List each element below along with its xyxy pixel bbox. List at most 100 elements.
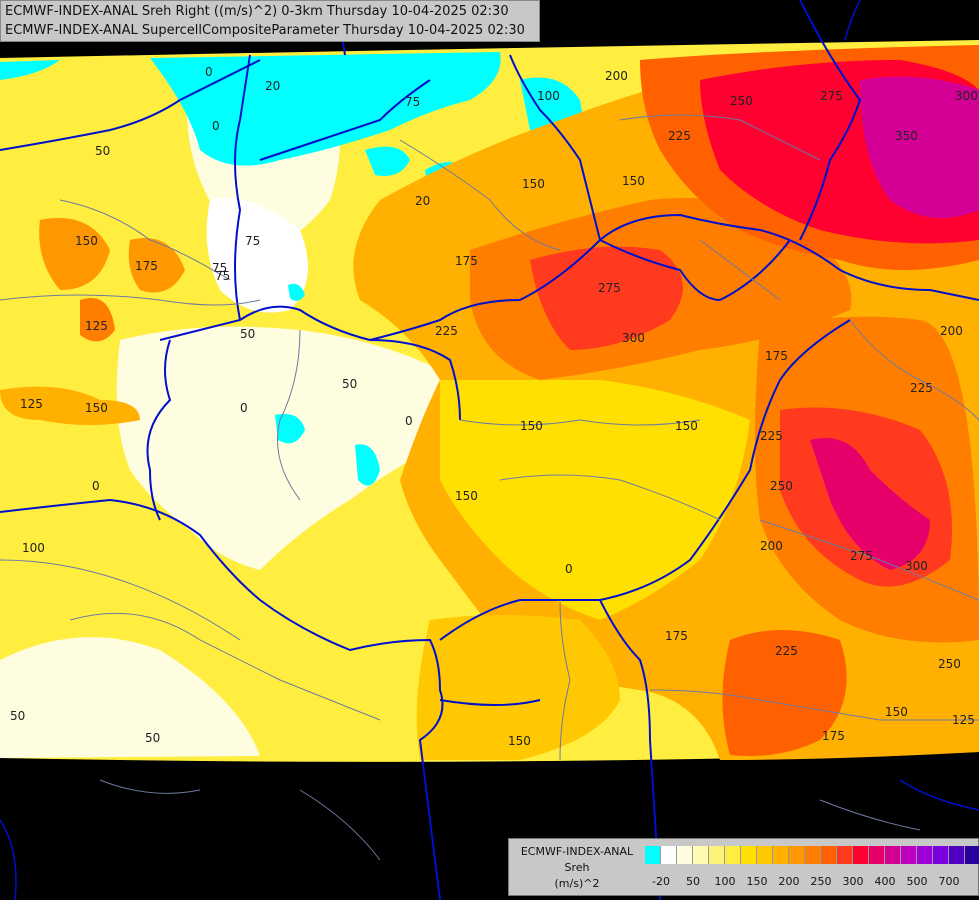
contour-label: 175: [665, 629, 688, 643]
low-value-area: [206, 198, 308, 313]
contour-label: 75: [405, 95, 420, 109]
high-value-area: [722, 630, 847, 756]
contour-label: 200: [940, 324, 963, 338]
contour-label: 225: [775, 644, 798, 658]
contour-label: 100: [537, 89, 560, 103]
contour-label: 250: [770, 479, 793, 493]
contour-label: 225: [435, 324, 458, 338]
region-borders: [0, 114, 979, 861]
legend-swatch: [885, 846, 901, 864]
legend-swatch: [693, 846, 709, 864]
moderate-area: [440, 380, 750, 620]
contour-label: 225: [760, 429, 783, 443]
contour-label: 275: [598, 281, 621, 295]
low-value-area: [0, 637, 260, 758]
contour-label: 75: [215, 269, 230, 283]
contour-label: 275: [850, 549, 873, 563]
legend-title-line2: Sreh: [564, 861, 590, 874]
legend-swatch: [757, 846, 773, 864]
contour-label: 175: [822, 729, 845, 743]
legend-swatch: [789, 846, 805, 864]
contour-label: 20: [415, 194, 430, 208]
contour-label: 0: [565, 562, 573, 576]
contour-label: 0: [205, 65, 213, 79]
legend-tick-label: 250: [810, 875, 832, 888]
contour-label: 50: [95, 144, 110, 158]
contour-label: 150: [75, 234, 98, 248]
negative-area: [288, 283, 305, 301]
contour-label: 50: [145, 731, 160, 745]
legend-tick-label: 500: [906, 875, 928, 888]
legend-swatch: [965, 846, 979, 864]
legend-swatch: [661, 846, 677, 864]
legend-swatch: [821, 846, 837, 864]
negative-area: [0, 60, 60, 80]
legend-swatch: [741, 846, 757, 864]
moderate-area: [0, 386, 140, 425]
contour-label: 50: [240, 327, 255, 341]
legend-swatch: [773, 846, 789, 864]
legend-tick-label: -20: [652, 875, 670, 888]
legend-swatch: [933, 846, 949, 864]
very-high-area: [860, 76, 979, 219]
contour-label: 275: [820, 89, 843, 103]
legend-tick-label: 200: [778, 875, 800, 888]
legend-swatch: [901, 846, 917, 864]
contour-label: 175: [765, 349, 788, 363]
color-legend: ECMWF-INDEX-ANAL Sreh (m/s)^2 -20 50 100 15…: [508, 838, 979, 896]
contour-label: 150: [522, 177, 545, 191]
negative-area: [355, 444, 380, 486]
contour-label: 200: [605, 69, 628, 83]
contour-label: 300: [622, 331, 645, 345]
contour-label: 225: [668, 129, 691, 143]
legend-tick-label: 300: [842, 875, 864, 888]
contour-label: 250: [938, 657, 961, 671]
contour-label: 250: [730, 94, 753, 108]
contour-label: 150: [885, 705, 908, 719]
contour-label: 150: [508, 734, 531, 748]
contour-label: 50: [10, 709, 25, 723]
moderate-area: [39, 218, 110, 290]
contour-label: 0: [405, 414, 413, 428]
contour-label: 150: [622, 174, 645, 188]
legend-tick-label: 150: [746, 875, 768, 888]
low-value-area: [116, 326, 449, 570]
contour-label: 75: [212, 261, 227, 275]
contour-label: 150: [520, 419, 543, 433]
legend-tick-label: 100: [714, 875, 736, 888]
legend-swatch: [949, 846, 965, 864]
legend-tick-label: 50: [686, 875, 700, 888]
legend-swatch: [709, 846, 725, 864]
legend-swatch: [805, 846, 821, 864]
contour-label: 125: [20, 397, 43, 411]
contour-label: 175: [455, 254, 478, 268]
legend-title-line3: (m/s)^2: [554, 877, 600, 890]
contour-label: 200: [760, 539, 783, 553]
contour-label: 75: [245, 234, 260, 248]
contour-label: 100: [22, 541, 45, 555]
contour-label: 0: [212, 119, 220, 133]
contour-label: 150: [455, 489, 478, 503]
contour-label: 300: [955, 89, 978, 103]
moderate-area: [416, 615, 620, 760]
negative-area: [275, 414, 305, 444]
contour-label: 125: [952, 713, 975, 727]
legend-swatch: [677, 846, 693, 864]
contour-label: 50: [342, 377, 357, 391]
map-title-line1: ECMWF-INDEX-ANAL Sreh Right ((m/s)^2) 0-…: [5, 4, 509, 19]
legend-tick-label: 700: [938, 875, 960, 888]
contour-label: 225: [910, 381, 933, 395]
contour-label: 0: [240, 401, 248, 415]
contour-label: 150: [85, 401, 108, 415]
legend-swatch: [917, 846, 933, 864]
contour-label: 350: [895, 129, 918, 143]
map-title-box: ECMWF-INDEX-ANAL Sreh Right ((m/s)^2) 0-…: [0, 0, 540, 42]
negative-area: [365, 146, 410, 176]
contour-label: 0: [92, 479, 100, 493]
legend-swatch: [645, 846, 661, 864]
legend-title-line1: ECMWF-INDEX-ANAL: [520, 845, 634, 858]
high-value-area: [530, 246, 683, 350]
